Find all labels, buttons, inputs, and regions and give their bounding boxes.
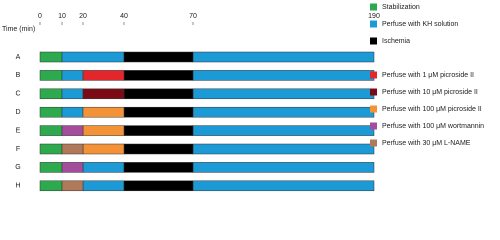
segment bbox=[61, 70, 84, 81]
legend-label: Stabilization bbox=[382, 4, 420, 11]
chart: Time (min) 0 10 20 40 70 190 A B C D E F G H Stabiliza… bbox=[2, 3, 484, 192]
segment bbox=[61, 125, 84, 136]
segment bbox=[39, 125, 63, 136]
segment bbox=[192, 51, 375, 63]
segment bbox=[39, 143, 63, 155]
segment bbox=[82, 88, 125, 100]
segment bbox=[123, 125, 194, 136]
segment bbox=[192, 143, 375, 155]
segment bbox=[82, 106, 125, 118]
segment bbox=[192, 162, 375, 173]
segment bbox=[192, 88, 375, 100]
row-label: D bbox=[15, 109, 20, 116]
segment bbox=[123, 51, 194, 63]
x-tick-label: 40 bbox=[120, 13, 128, 20]
segment bbox=[39, 70, 63, 81]
legend-label: Perfuse with 100 μM picroside II bbox=[382, 106, 482, 113]
segment bbox=[82, 70, 125, 81]
legend-label: Perfuse with 10 μM picroside II bbox=[382, 89, 478, 96]
segment bbox=[123, 88, 194, 100]
segment bbox=[39, 88, 63, 100]
x-axis-label: Time (min) bbox=[2, 26, 35, 33]
segment bbox=[82, 125, 125, 136]
segment bbox=[192, 70, 375, 81]
row-label: B bbox=[16, 72, 21, 79]
segment bbox=[39, 51, 63, 63]
legend-label: Perfuse with 100 μM wortmannin bbox=[382, 123, 484, 130]
segment bbox=[123, 70, 194, 81]
segment bbox=[39, 106, 63, 118]
legend-swatch bbox=[370, 105, 377, 113]
segment bbox=[192, 180, 375, 192]
legend-swatch bbox=[370, 71, 377, 79]
segment bbox=[192, 106, 375, 118]
segment bbox=[123, 162, 194, 173]
x-tick-label: 70 bbox=[189, 13, 197, 20]
segment bbox=[82, 180, 125, 192]
row-label: H bbox=[15, 183, 20, 190]
legend-swatch bbox=[370, 37, 377, 45]
segment bbox=[61, 143, 84, 155]
legend-swatch bbox=[370, 122, 377, 130]
segment bbox=[82, 143, 125, 155]
segment bbox=[61, 180, 84, 192]
legend-swatch bbox=[370, 3, 377, 11]
segment bbox=[61, 106, 84, 118]
row-label: A bbox=[16, 54, 21, 61]
x-tick-label: 0 bbox=[38, 13, 42, 20]
legend-swatch bbox=[370, 139, 377, 147]
legend-label: Perfuse with 30 μM L-NAME bbox=[382, 140, 471, 147]
segment bbox=[61, 88, 84, 100]
legend-swatch bbox=[370, 88, 377, 96]
row-label: G bbox=[15, 164, 20, 171]
row-label: F bbox=[16, 146, 20, 153]
segment bbox=[82, 162, 125, 173]
segment bbox=[192, 125, 375, 136]
segment bbox=[123, 106, 194, 118]
segment bbox=[39, 180, 63, 192]
segment bbox=[61, 162, 84, 173]
segment bbox=[123, 180, 194, 192]
x-tick-label: 10 bbox=[58, 13, 66, 20]
x-tick-label: 190 bbox=[368, 13, 380, 20]
legend-label: Perfuse with KH solution bbox=[382, 21, 458, 28]
row-label: E bbox=[16, 127, 21, 134]
segment bbox=[123, 143, 194, 155]
segment bbox=[61, 51, 125, 63]
legend-label: Ischemia bbox=[382, 38, 410, 45]
x-tick-label: 20 bbox=[79, 13, 87, 20]
row-label: C bbox=[15, 91, 20, 98]
segment bbox=[39, 162, 63, 173]
legend-swatch bbox=[370, 20, 377, 28]
legend-label: Perfuse with 1 μM picroside II bbox=[382, 72, 474, 79]
